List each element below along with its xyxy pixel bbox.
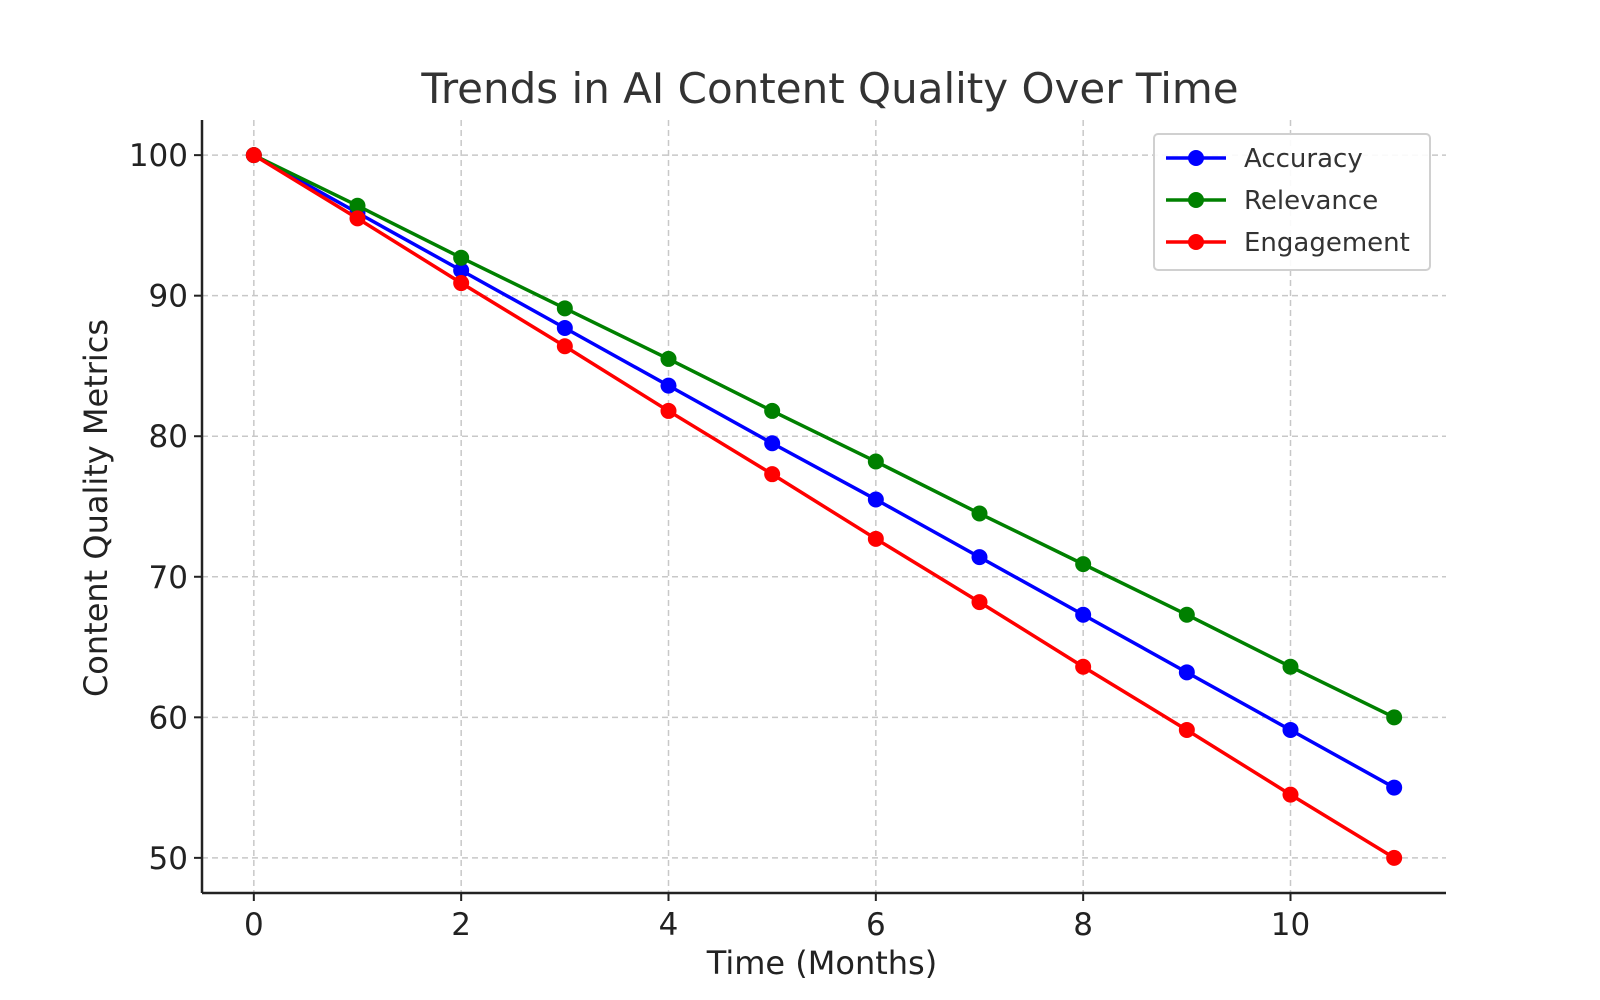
x-axis-label: Time (Months) xyxy=(706,944,937,982)
relevance-point xyxy=(867,453,884,470)
relevance-point xyxy=(1075,556,1092,573)
axes xyxy=(200,120,1446,895)
relevance-point xyxy=(971,505,988,522)
x-tick-label: 6 xyxy=(866,907,886,943)
engagement-point xyxy=(1282,786,1299,803)
legend-label-engagement: Engagement xyxy=(1244,228,1410,258)
engagement-point xyxy=(1178,721,1195,738)
relevance-point xyxy=(764,402,781,419)
accuracy-point xyxy=(660,377,677,394)
accuracy-point xyxy=(1075,606,1092,623)
y-tick-label: 90 xyxy=(149,279,188,315)
x-tick-label: 10 xyxy=(1271,907,1310,943)
engagement-line xyxy=(252,153,1396,860)
chart-title: Trends in AI Content Quality Over Time xyxy=(420,64,1238,113)
accuracy-point xyxy=(1386,779,1403,796)
legend-box xyxy=(1153,133,1431,271)
relevance-point xyxy=(1386,709,1403,726)
accuracy-point xyxy=(971,549,988,566)
y-tick-label: 70 xyxy=(149,560,188,596)
accuracy-point xyxy=(1178,664,1195,681)
relevance-point xyxy=(453,249,470,266)
legend-marker-engagement xyxy=(1188,234,1204,250)
y-tick-label: 80 xyxy=(149,419,188,455)
engagement-point xyxy=(1386,849,1403,866)
relevance-line xyxy=(253,153,1395,719)
legend-label-accuracy: Accuracy xyxy=(1244,144,1363,174)
y-tick-label: 60 xyxy=(149,700,188,736)
y-tick-label: 50 xyxy=(149,841,188,877)
y-axis-label: Content Quality Metrics xyxy=(77,319,115,697)
x-tick-label: 0 xyxy=(244,907,264,943)
engagement-point xyxy=(1075,658,1092,675)
relevance-point xyxy=(556,300,573,317)
engagement-point xyxy=(971,594,988,611)
accuracy-line xyxy=(252,153,1396,790)
engagement-point xyxy=(556,338,573,355)
accuracy-point xyxy=(453,262,470,279)
engagement-point xyxy=(245,147,262,164)
relevance-point xyxy=(1282,658,1299,675)
relevance-point xyxy=(660,350,677,367)
accuracy-point xyxy=(556,320,573,337)
series-layer xyxy=(245,147,1403,866)
x-tick-label: 2 xyxy=(451,907,471,943)
engagement-point xyxy=(453,275,470,292)
accuracy-point xyxy=(764,435,781,452)
ticks: 0 2 4 6 8 10 50 60 70 80 90 100 xyxy=(129,138,1310,943)
legend: Accuracy Relevance Engagement xyxy=(1153,133,1431,271)
engagement-point xyxy=(349,210,366,227)
accuracy-point xyxy=(1282,721,1299,738)
engagement-point xyxy=(764,466,781,483)
relevance-point xyxy=(1178,606,1195,623)
engagement-point xyxy=(660,402,677,419)
accuracy-point xyxy=(867,491,884,508)
engagement-point xyxy=(867,530,884,547)
relevance-point xyxy=(349,197,366,214)
legend-marker-accuracy xyxy=(1188,150,1204,166)
y-tick-label: 100 xyxy=(129,138,188,174)
x-tick-label: 8 xyxy=(1073,907,1093,943)
x-tick-label: 4 xyxy=(659,907,679,943)
legend-label-relevance: Relevance xyxy=(1244,186,1378,216)
legend-marker-relevance xyxy=(1188,192,1204,208)
